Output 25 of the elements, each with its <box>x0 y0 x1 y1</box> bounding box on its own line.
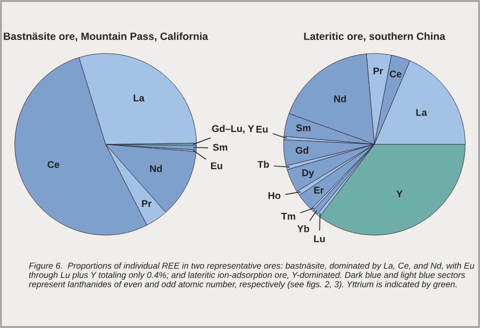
slice-label: Nd <box>334 95 346 102</box>
slice-label: Er <box>314 186 324 194</box>
slice-label: La <box>134 94 144 102</box>
slice-label: Sm <box>212 144 228 151</box>
slice-label: Tm <box>281 212 296 220</box>
slice-label: Ce <box>48 161 60 168</box>
slice-label: Pr <box>374 68 384 74</box>
slice-label: Gd <box>296 146 308 154</box>
slice-label: Eu <box>256 126 268 133</box>
slice-label: Gd–Lu, Y <box>212 124 254 134</box>
slice-label: La <box>416 109 428 116</box>
slice-label: Ce <box>390 70 402 78</box>
chart-title: Bastnäsite ore, Mountain Pass, California <box>4 32 208 42</box>
slice-label: Eu <box>211 162 222 170</box>
slice-label: Ho <box>268 192 280 199</box>
chart-title: Lateritic ore, southern China <box>304 32 446 42</box>
slice-label: Sm <box>296 124 310 132</box>
caption: Figure 6. Proportions of individual REE in two representative ores: bastnäsite, dominated by La, Ce, and Nd, with Eu through Lu plus Y totaling only 0.4%; and lateritic ion-adsorption ore, Y-dominated. Dark blue and light blue sectors represent lanthanides of even and odd atomic number, respectively (see figs. 2, 3). Yttrium is indicated by green. <box>28 262 474 289</box>
slice-label: Dy <box>302 169 314 178</box>
slice-label: Yb <box>297 225 310 232</box>
slice-label: Lu <box>314 235 325 242</box>
slice-label: Nd <box>150 164 162 172</box>
slice-label: Pr <box>142 200 152 207</box>
slice-label: Tb <box>258 160 269 168</box>
slice-label: Y <box>396 190 403 198</box>
